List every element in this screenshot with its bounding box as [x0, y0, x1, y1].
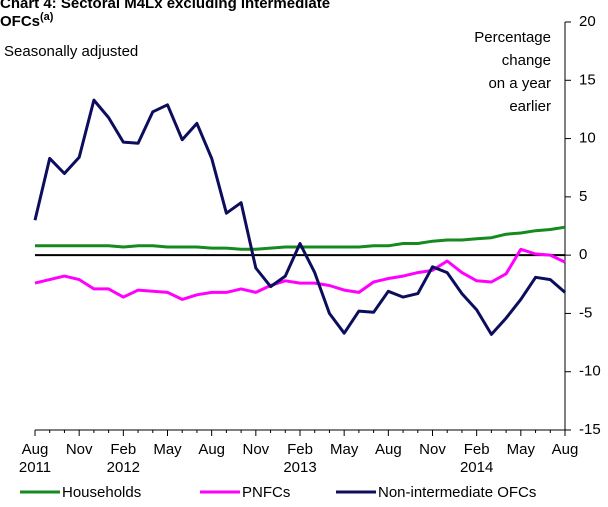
x-tick-label: Nov: [66, 441, 93, 458]
y-axis-label: Percentage: [474, 29, 551, 46]
legend-label: Households: [62, 484, 141, 501]
y-axis-label: on a year: [488, 75, 551, 92]
y-tick-label: 0: [579, 246, 587, 263]
x-tick-label: Feb: [464, 441, 490, 458]
y-tick-label: -15: [579, 421, 601, 438]
title-note: (a): [40, 11, 54, 23]
series-line: [34, 247, 566, 301]
legend-label: PNFCs: [242, 484, 290, 501]
legend-label: Non-intermediate OFCs: [378, 484, 536, 501]
legend-item: Households: [20, 484, 141, 501]
x-tick-label: Nov: [419, 441, 446, 458]
y-tick-label: 5: [579, 188, 587, 205]
y-axis-label: change: [502, 52, 551, 69]
subtitle: Seasonally adjusted: [4, 43, 138, 60]
y-tick-label: 15: [579, 71, 596, 88]
x-year-label: 2013: [283, 459, 316, 476]
x-tick-label: Feb: [287, 441, 313, 458]
x-year-label: 2012: [107, 459, 140, 476]
y-tick-label: -5: [579, 304, 592, 321]
x-tick-label: Aug: [198, 441, 225, 458]
x-tick-label: May: [507, 441, 536, 458]
legend-item: Non-intermediate OFCs: [336, 484, 536, 501]
x-tick-label: Aug: [552, 441, 579, 458]
y-tick-label: 20: [579, 13, 596, 30]
y-tick-label: -10: [579, 363, 601, 380]
y-tick-label: 10: [579, 130, 596, 147]
x-tick-label: Aug: [375, 441, 402, 458]
title-line: Chart 4: Sectoral M4Lx excluding interme…: [0, 0, 330, 30]
chart-title: Chart 4: Sectoral M4Lx excluding interme…: [0, 0, 330, 30]
series-line: [33, 98, 566, 336]
x-tick-label: May: [330, 441, 359, 458]
x-year-label: 2011: [19, 459, 51, 476]
x-tick-label: Feb: [110, 441, 136, 458]
x-tick-label: May: [153, 441, 182, 458]
x-tick-label: Nov: [242, 441, 269, 458]
legend-item: PNFCs: [200, 484, 290, 501]
y-axis-label: earlier: [509, 98, 551, 115]
x-year-label: 2014: [460, 459, 493, 476]
x-tick-label: Aug: [22, 441, 49, 458]
